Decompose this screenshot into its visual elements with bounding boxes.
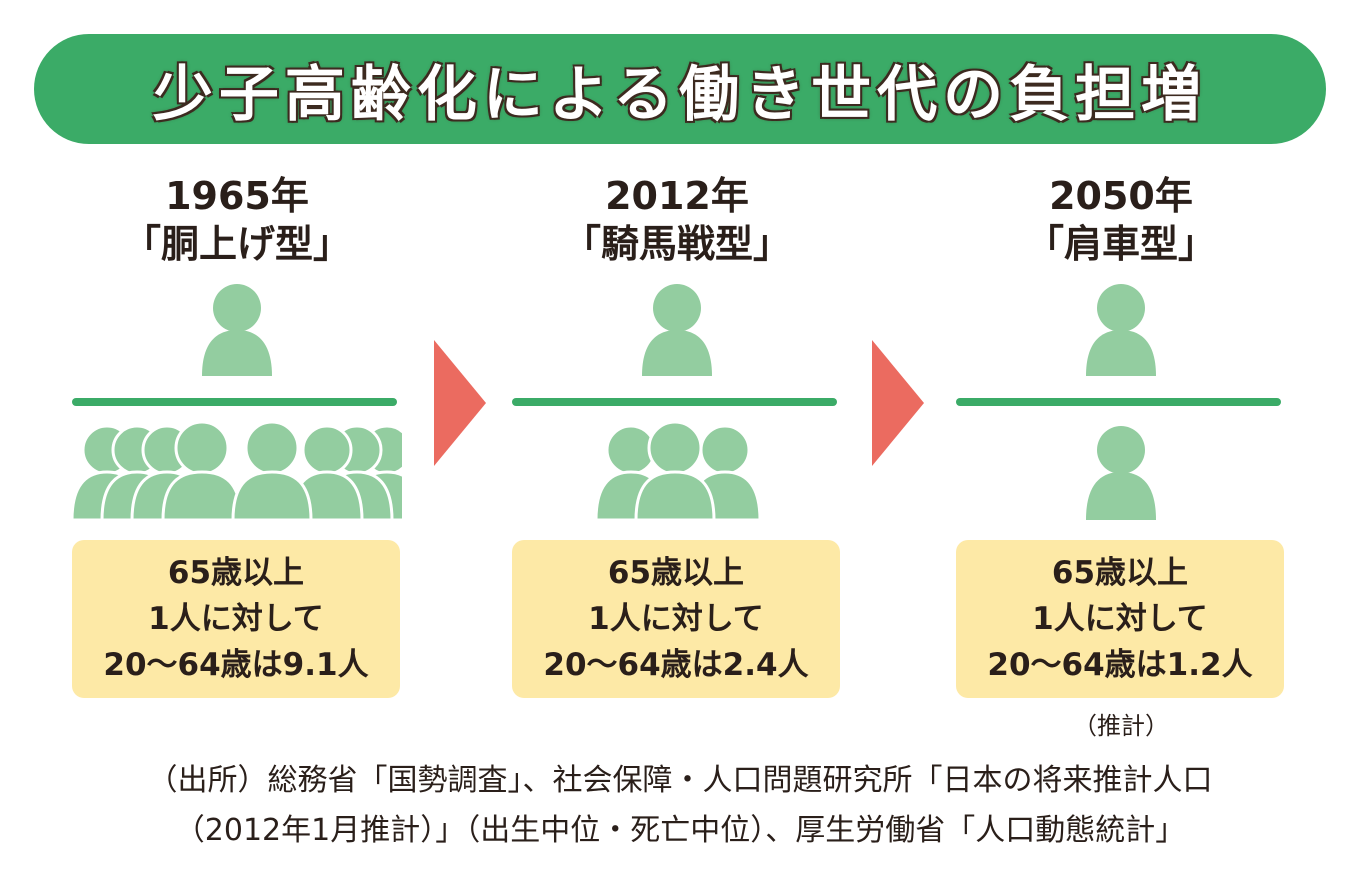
arrow-right-icon	[872, 340, 924, 466]
note-line: 20〜64歳は2.4人	[543, 647, 809, 683]
worker-crowd-icon	[594, 422, 762, 522]
note-line: 1人に対して	[148, 601, 324, 637]
page-title: 少子高齢化による働き世代の負担増	[152, 59, 1208, 130]
population-figure	[956, 280, 1286, 530]
ratio-note: 65歳以上 1人に対して 20〜64歳は2.4人	[512, 540, 840, 698]
column-year: 1965年	[165, 174, 309, 218]
note-line: 65歳以上	[167, 555, 305, 591]
note-line: 65歳以上	[607, 555, 745, 591]
elder-person-icon	[642, 284, 712, 376]
elder-person-icon	[1086, 284, 1156, 376]
divider-line	[512, 398, 837, 406]
worker-crowd-icon	[72, 422, 402, 522]
title-banner: 少子高齢化による働き世代の負担増	[34, 34, 1326, 144]
ratio-note: 65歳以上 1人に対して 20〜64歳は1.2人	[956, 540, 1284, 698]
divider-line	[72, 398, 397, 406]
column-type: 「胴上げ型」	[122, 222, 351, 266]
column-type: 「肩車型」	[1025, 222, 1216, 266]
column-year: 2050年	[1049, 174, 1193, 218]
note-line: 65歳以上	[1051, 555, 1189, 591]
arrow-right-icon	[434, 340, 486, 466]
column-2012: 2012年 「騎馬戦型」 65歳以上 1人に対して 20〜64歳は2.4人	[512, 172, 842, 698]
note-line: 20〜64歳は1.2人	[987, 647, 1253, 683]
column-1965: 1965年 「胴上げ型」 65歳以上 1人に対して 20〜64歳は9.1人	[72, 172, 402, 698]
column-year: 2012年	[605, 174, 749, 218]
note-line: 1人に対して	[588, 601, 764, 637]
elder-person-icon	[202, 284, 272, 376]
divider-line	[956, 398, 1281, 406]
source-line: （出所）総務省「国勢調査」、社会保障・人口問題研究所「日本の将来推計人口	[147, 763, 1213, 798]
ratio-note: 65歳以上 1人に対して 20〜64歳は9.1人	[72, 540, 400, 698]
note-line: 1人に対して	[1032, 601, 1208, 637]
population-figure	[512, 280, 842, 530]
population-figure	[72, 280, 402, 530]
estimate-note: （推計）	[1073, 712, 1169, 740]
worker-crowd-icon	[1086, 426, 1156, 520]
column-2050: 2050年 「肩車型」 65歳以上 1人に対して 20〜64歳は1.2人 （推計…	[956, 172, 1286, 740]
note-line: 20〜64歳は9.1人	[103, 647, 369, 683]
column-type: 「騎馬戦型」	[562, 222, 791, 266]
source-line: （2012年1月推計）」（出生中位・死亡中位）、厚生労働省「人口動態統計」	[174, 813, 1186, 848]
